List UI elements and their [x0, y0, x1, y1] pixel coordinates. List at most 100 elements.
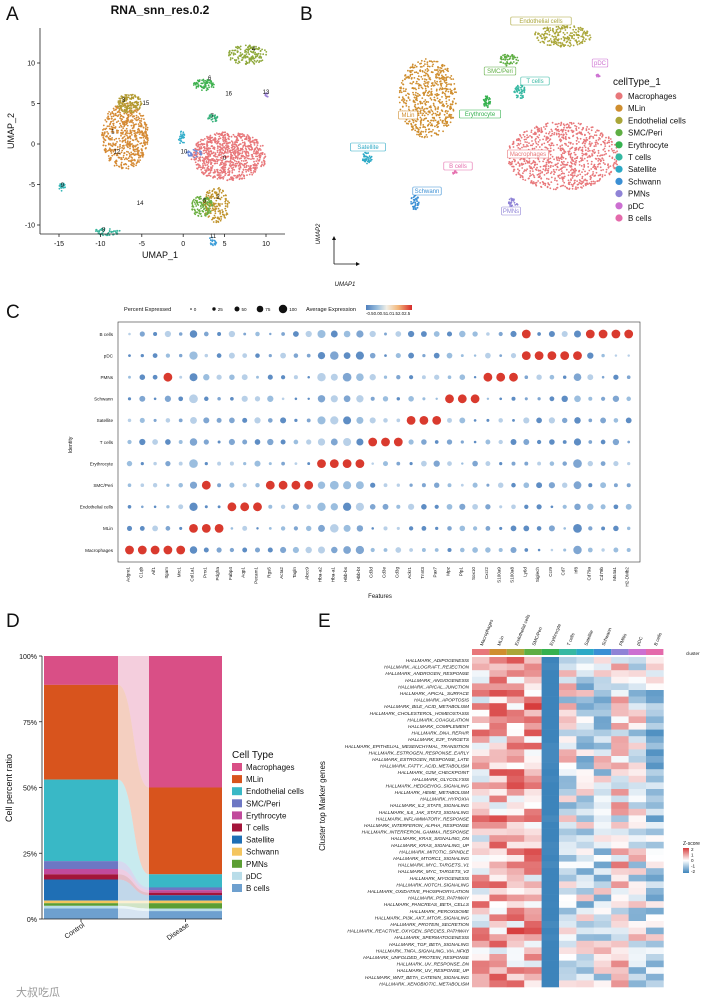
- expression-dot: [255, 331, 260, 337]
- heatmap-cell: [524, 802, 542, 810]
- heatmap-cell: [559, 954, 577, 961]
- heatmap-cell: [576, 848, 595, 856]
- expression-dot: [343, 481, 352, 490]
- heatmap-cell: [541, 881, 560, 889]
- heatmap-cell: [646, 868, 664, 876]
- expression-dot: [446, 331, 453, 337]
- heatmap-cell: [472, 874, 490, 882]
- heatmap-cell: [646, 855, 664, 862]
- heatmap-cell: [559, 756, 577, 763]
- expression-dot: [217, 483, 222, 488]
- expression-dot: [293, 526, 299, 531]
- heatmap-cell: [472, 973, 490, 981]
- heatmap-cell: [628, 921, 647, 928]
- heatmap-cell: [472, 703, 490, 711]
- y-tick-label: 0%: [27, 917, 37, 924]
- heatmap-cell: [576, 808, 595, 816]
- expression-dot: [127, 439, 132, 445]
- expression-dot: [446, 352, 453, 359]
- cluster-2-points: [202, 187, 231, 224]
- heatmap-cell: [506, 874, 525, 882]
- flow-band: [118, 869, 149, 893]
- heatmap-cell: [541, 736, 560, 744]
- heatmap-cell: [646, 815, 664, 823]
- expression-dot: [230, 527, 234, 530]
- gene-label: Sox10: [471, 567, 476, 580]
- zscore-tick: 1: [691, 853, 694, 858]
- expression-dot: [510, 525, 517, 532]
- heatmap-cell: [593, 927, 612, 935]
- heatmap-cell: [593, 861, 612, 869]
- expression-dot: [562, 440, 567, 444]
- heatmap-cell: [541, 749, 560, 757]
- expression-dot: [178, 332, 183, 336]
- heatmap-cell: [559, 934, 577, 942]
- heatmap-cell: [489, 980, 508, 988]
- heatmap-cell: [524, 815, 542, 823]
- heatmap-cell: [489, 716, 508, 724]
- heatmap-cell: [489, 940, 508, 948]
- expression-dot: [268, 353, 272, 358]
- heatmap-cell: [472, 921, 490, 928]
- heatmap-cell: [593, 716, 612, 724]
- heatmap-cell: [472, 802, 490, 810]
- expression-dot: [382, 503, 389, 510]
- expression-dot: [421, 439, 427, 445]
- legend-label: MLin: [246, 775, 263, 784]
- gene-label: Cd3d: [369, 567, 374, 578]
- heatmap-cell: [489, 703, 508, 711]
- heatmap-cell: [524, 663, 542, 671]
- panel-a-y-ticks: -10 -5 0 5 10: [25, 61, 40, 230]
- expression-dot: [153, 418, 157, 422]
- panel-letter-e: E: [318, 611, 331, 632]
- expression-dot: [355, 545, 365, 555]
- expression-dot: [204, 396, 209, 402]
- heatmap-cell: [559, 822, 577, 829]
- heatmap-cell: [576, 874, 595, 882]
- heatmap-cell: [506, 947, 525, 955]
- expression-dot: [164, 330, 172, 338]
- heatmap-cell: [593, 775, 612, 783]
- heatmap-cell: [541, 980, 560, 988]
- legend-label: SMC/Peri: [246, 799, 280, 808]
- expression-dot: [510, 330, 517, 338]
- expression-dot: [627, 440, 631, 444]
- pathway-label: HALLMARK_MITOTIC_SPINDLE: [399, 849, 470, 854]
- expression-dot: [626, 375, 631, 380]
- heatmap-cell: [506, 736, 525, 744]
- heatmap-cell: [646, 802, 664, 810]
- expression-dot: [280, 439, 286, 445]
- heatmap-cell: [646, 663, 664, 671]
- panel-d-stacked-bars: [44, 656, 222, 919]
- panel-a-ylabel: UMAP_2: [6, 113, 16, 149]
- heatmap-cell: [576, 841, 595, 849]
- heatmap-cell: [559, 980, 577, 988]
- expression-dot: [217, 461, 222, 466]
- expression-dot: [153, 331, 158, 337]
- expression-dot: [534, 351, 544, 360]
- bar-segment: [149, 887, 222, 890]
- celltype-tag-label: PMNs: [503, 209, 519, 215]
- expression-dot: [422, 353, 426, 358]
- legend-swatch: [615, 165, 623, 173]
- expression-dot: [562, 482, 568, 488]
- heatmap-cell: [646, 907, 664, 915]
- panel-c-dot-grid: [125, 329, 634, 555]
- heatmap-cell: [593, 967, 612, 975]
- pct-legend-label: 75: [265, 307, 271, 312]
- heatmap-cell: [628, 914, 647, 922]
- expression-dot: [178, 461, 183, 466]
- legend-label: SMC/Peri: [628, 129, 662, 138]
- expression-dot: [588, 526, 593, 531]
- heatmap-cell: [559, 894, 577, 902]
- heatmap-cell: [472, 868, 490, 876]
- heatmap-cell: [628, 881, 647, 889]
- heatmap-cell: [489, 934, 508, 942]
- gene-label: Mpz: [446, 566, 451, 575]
- heatmap-cell: [628, 703, 647, 711]
- heatmap-cell: [611, 742, 629, 750]
- heatmap-cell: [593, 868, 612, 876]
- expression-dot: [343, 416, 352, 425]
- heatmap-cell: [489, 907, 508, 915]
- expression-dot: [447, 547, 452, 553]
